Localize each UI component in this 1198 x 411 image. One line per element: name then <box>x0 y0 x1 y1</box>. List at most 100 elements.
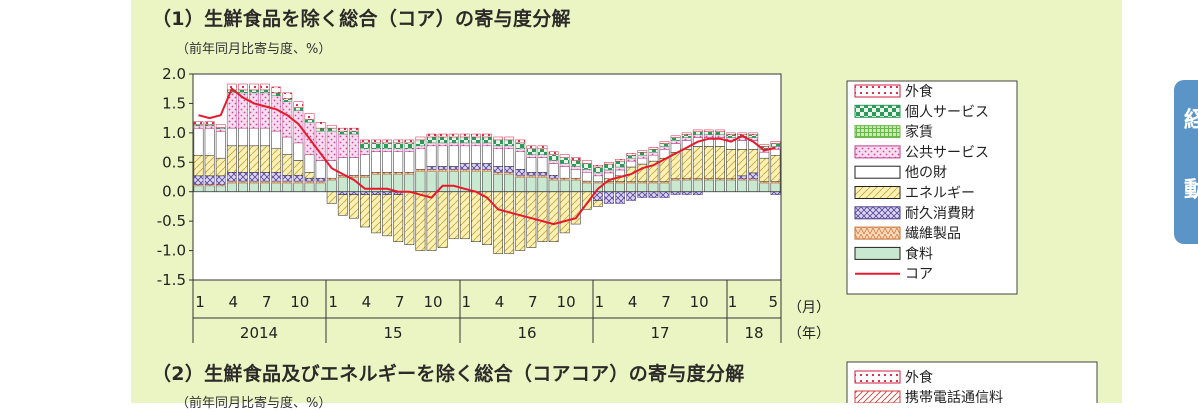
bar-segment-other <box>570 169 581 179</box>
bar-segment-other <box>226 127 237 147</box>
bar-segment-public <box>193 125 204 129</box>
bar-segment-public <box>493 145 503 149</box>
bar-segment-energy <box>515 191 526 251</box>
bar-segment-textiles <box>537 174 548 178</box>
bar-segment-durables <box>459 163 470 170</box>
bar-segment-public <box>271 95 282 132</box>
bar-segment-eatout <box>548 151 559 155</box>
bar-segment-eatout <box>404 139 415 144</box>
bar-segment-textiles <box>471 169 481 172</box>
bar-segment-personal <box>581 163 592 170</box>
bar-segment-textiles <box>482 169 492 172</box>
bar-segment-energy <box>593 200 603 207</box>
legend-swatch-food <box>854 246 901 260</box>
legend-label: 家賃 <box>905 124 933 141</box>
bar-segment-food <box>326 179 337 192</box>
bar-segment-public <box>215 128 226 132</box>
month-tick-label: 1 <box>728 293 738 311</box>
bar-segment-food <box>604 182 614 192</box>
bar-segment-public <box>648 152 659 156</box>
bar-segment-public <box>437 142 448 147</box>
month-tick-label: 10 <box>557 293 576 311</box>
bar-segment-eatout <box>337 127 348 132</box>
bar-segment-textiles <box>382 172 393 175</box>
bar-segment-personal <box>437 136 448 144</box>
bar-segment-personal <box>670 137 681 141</box>
legend-swatch-energy <box>854 186 901 199</box>
bar-segment-durables <box>604 191 614 204</box>
bar-segment-energy <box>238 145 248 173</box>
bar-segment-other <box>615 169 626 177</box>
bar-segment-public <box>360 148 370 155</box>
side-index-tab[interactable]: 経 動 <box>1174 80 1198 244</box>
bar-segment-personal <box>360 142 370 150</box>
bar-segment-other <box>604 172 614 180</box>
bar-segment-durables <box>249 172 259 182</box>
bar-segment-durables <box>448 166 459 170</box>
bar-segment-textiles <box>271 180 282 184</box>
bar-segment-eatout <box>626 153 637 156</box>
bar-segment-personal <box>471 136 481 144</box>
bar-segment-textiles <box>238 180 248 184</box>
bar-segment-personal <box>748 134 759 138</box>
bar-segment-eatout <box>493 136 503 141</box>
y-tick-label: 0.0 <box>162 183 186 201</box>
bar-segment-durables <box>293 174 304 182</box>
bar-segment-eatout <box>193 121 204 125</box>
bar-segment-food <box>415 170 426 192</box>
bar-segment-textiles <box>360 174 370 178</box>
bar-segment-other <box>426 145 437 167</box>
bar-segment-other <box>482 145 492 164</box>
bar-segment-energy <box>382 194 393 237</box>
bar-segment-public <box>249 92 259 129</box>
bar-segment-food <box>737 179 748 192</box>
bar-segment-other <box>348 157 359 176</box>
chart2-title: （2）生鮮食品及びエネルギーを除く総合（コアコア）の寄与度分解 <box>152 363 745 385</box>
legend-label: エネルギー <box>905 186 975 202</box>
bar-segment-textiles <box>404 172 415 175</box>
bar-segment-food <box>393 173 404 192</box>
bar-segment-personal <box>715 131 725 135</box>
month-tick-label: 4 <box>362 293 372 311</box>
bar-segment-durables <box>670 191 681 195</box>
bar-segment-public <box>515 148 526 152</box>
bar-segment-energy <box>249 145 259 173</box>
bar-segment-other <box>593 175 603 182</box>
bar-segment-personal <box>393 142 404 150</box>
bar-segment-public <box>570 166 581 170</box>
bar-segment-eatout <box>748 132 759 135</box>
bar-segment-personal <box>382 142 393 150</box>
bar-segment-energy <box>493 191 503 254</box>
bar-segment-eatout <box>315 122 326 129</box>
legend-label: 食料 <box>905 245 933 262</box>
x-unit-year: （年） <box>788 326 830 342</box>
legend-label: 公共サービス <box>905 145 989 161</box>
bar-segment-textiles <box>348 174 359 178</box>
bar-segment-textiles <box>437 169 448 172</box>
bar-segment-public <box>626 157 637 162</box>
bar-segment-public <box>415 145 426 149</box>
bar-segment-personal <box>282 98 293 102</box>
bar-segment-durables <box>271 172 282 182</box>
bar-segment-public <box>393 148 404 152</box>
bar-segment-energy <box>371 194 381 234</box>
chart1-unit-label: （前年同月比寄与度、%） <box>176 42 332 57</box>
bar-segment-food <box>304 182 315 192</box>
month-tick-label: 1 <box>195 293 205 311</box>
bar-segment-energy <box>215 157 226 177</box>
legend-label: 個人サービス <box>905 104 989 120</box>
year-label: 18 <box>744 324 763 342</box>
bar-segment-other <box>737 140 748 150</box>
bar-segment-eatout <box>426 133 437 138</box>
bar-segment-eatout <box>504 136 515 141</box>
bar-segment-eatout <box>692 129 703 132</box>
bar-segment-public <box>315 130 326 161</box>
bar-segment-textiles <box>526 174 537 178</box>
bar-segment-other <box>559 166 570 179</box>
bar-segment-eatout <box>715 129 725 132</box>
legend-swatch-public <box>854 145 901 159</box>
bar-segment-energy <box>759 157 770 182</box>
bar-segment-energy <box>748 149 759 174</box>
bar-segment-personal <box>659 143 670 147</box>
legend-swatch-personal <box>854 104 901 118</box>
